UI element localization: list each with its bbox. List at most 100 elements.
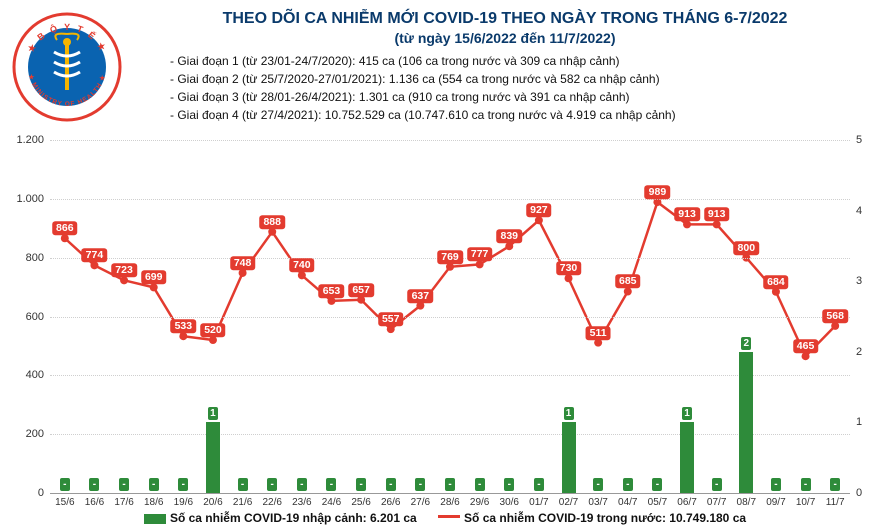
phase-line: - Giai đoạn 4 (từ 27/4/2021): 10.752.529… <box>170 106 870 124</box>
x-tick: 25/6 <box>351 497 370 508</box>
line-value-label: 913 <box>704 208 730 222</box>
x-tick: 20/6 <box>203 497 222 508</box>
line-value-label: 769 <box>437 250 463 264</box>
line-value-label: 774 <box>82 249 108 263</box>
line-marker <box>298 271 306 279</box>
y-left-tick: 400 <box>26 369 44 381</box>
line-value-label: 740 <box>289 259 315 273</box>
line-value-label: 913 <box>674 208 700 222</box>
line-value-label: 927 <box>526 203 552 217</box>
x-tick: 03/7 <box>588 497 607 508</box>
x-tick: 19/6 <box>174 497 193 508</box>
line-value-label: 568 <box>822 309 848 323</box>
line-marker <box>831 322 839 330</box>
x-tick: 17/6 <box>114 497 133 508</box>
bar-value-label: - <box>593 478 603 491</box>
bar-value-label: - <box>445 478 455 491</box>
bar-value-label: - <box>178 478 188 491</box>
x-tick: 07/7 <box>707 497 726 508</box>
line-value-label: 748 <box>230 256 256 270</box>
bar-value-label: - <box>89 478 99 491</box>
line-value-label: 730 <box>556 261 582 275</box>
bar-value-label: - <box>475 478 485 491</box>
phase-list: - Giai đoạn 1 (từ 23/01-24/7/2020): 415 … <box>170 52 870 124</box>
line-marker <box>713 220 721 228</box>
bar-value-label: - <box>415 478 425 491</box>
bar-value-label: - <box>386 478 396 491</box>
y-left-tick: 600 <box>26 311 44 323</box>
bar <box>206 422 220 493</box>
bar-value-label: 1 <box>208 407 218 420</box>
line-value-label: 557 <box>378 312 404 326</box>
line-value-label: 657 <box>348 283 374 297</box>
bar <box>562 422 576 493</box>
phase-line: - Giai đoạn 2 (từ 25/7/2020-27/01/2021):… <box>170 70 870 88</box>
y-left-tick: 800 <box>26 252 44 264</box>
line-marker <box>446 263 454 271</box>
line-value-label: 989 <box>645 185 671 199</box>
line-marker <box>357 296 365 304</box>
line-value-label: 839 <box>496 229 522 243</box>
phase-line: - Giai đoạn 1 (từ 23/01-24/7/2020): 415 … <box>170 52 870 70</box>
line-value-label: 637 <box>408 289 434 303</box>
legend: Số ca nhiễm COVID-19 nhập cảnh: 6.201 ca… <box>0 511 890 525</box>
line-marker <box>624 287 632 295</box>
line-value-label: 684 <box>763 275 789 289</box>
x-tick: 08/7 <box>737 497 756 508</box>
x-tick: 09/7 <box>766 497 785 508</box>
line-marker <box>179 332 187 340</box>
line-value-label: 888 <box>259 215 285 229</box>
bar-value-label: - <box>830 478 840 491</box>
y-left-tick: 0 <box>38 487 44 499</box>
gridline <box>50 140 850 141</box>
bar-value-label: - <box>149 478 159 491</box>
line-marker <box>239 269 247 277</box>
line-value-label: 685 <box>615 275 641 289</box>
bar <box>739 352 753 493</box>
x-tick: 16/6 <box>85 497 104 508</box>
x-tick: 30/6 <box>500 497 519 508</box>
bar-value-label: - <box>712 478 722 491</box>
chart-subtitle: (từ ngày 15/6/2022 đến 11/7/2022) <box>140 30 870 46</box>
y-right-tick: 4 <box>856 205 862 217</box>
y-left-tick: 200 <box>26 428 44 440</box>
line-marker <box>802 352 810 360</box>
x-tick: 04/7 <box>618 497 637 508</box>
gridline <box>50 199 850 200</box>
y-right-tick: 1 <box>856 416 862 428</box>
chart-area: 02004006008001.0001.20001234515/6-16/6-1… <box>50 140 850 493</box>
line-value-label: 533 <box>171 319 197 333</box>
line-value-label: 520 <box>200 323 226 337</box>
y-left-tick: 1.000 <box>16 193 44 205</box>
bar-value-label: - <box>504 478 514 491</box>
y-right-tick: 3 <box>856 275 862 287</box>
x-tick: 05/7 <box>648 497 667 508</box>
line-marker <box>535 216 543 224</box>
x-tick: 26/6 <box>381 497 400 508</box>
line-value-label: 800 <box>734 241 760 255</box>
line-value-label: 511 <box>586 326 611 340</box>
line-marker <box>416 302 424 310</box>
x-tick: 29/6 <box>470 497 489 508</box>
line-value-label: 777 <box>467 248 493 262</box>
line-value-label: 723 <box>111 264 137 278</box>
y-right-tick: 2 <box>856 346 862 358</box>
x-tick: 28/6 <box>440 497 459 508</box>
bar-value-label: - <box>119 478 129 491</box>
line-value-label: 653 <box>319 284 345 298</box>
x-tick: 23/6 <box>292 497 311 508</box>
line-value-label: 465 <box>793 339 819 353</box>
bar-value-label: - <box>60 478 70 491</box>
y-right-tick: 0 <box>856 487 862 499</box>
legend-bar-text: Số ca nhiễm COVID-19 nhập cảnh: 6.201 ca <box>170 511 417 525</box>
x-tick: 02/7 <box>559 497 578 508</box>
phase-line: - Giai đoạn 3 (từ 28/01-26/4/2021): 1.30… <box>170 88 870 106</box>
chart-title: THEO DÕI CA NHIỄM MỚI COVID-19 THEO NGÀY… <box>140 10 870 28</box>
x-tick: 22/6 <box>262 497 281 508</box>
x-tick: 21/6 <box>233 497 252 508</box>
bar-value-label: - <box>238 478 248 491</box>
bar-value-label: - <box>652 478 662 491</box>
bar-value-label: 1 <box>682 407 692 420</box>
bar-value-label: - <box>801 478 811 491</box>
header: THEO DÕI CA NHIỄM MỚI COVID-19 THEO NGÀY… <box>140 10 870 124</box>
